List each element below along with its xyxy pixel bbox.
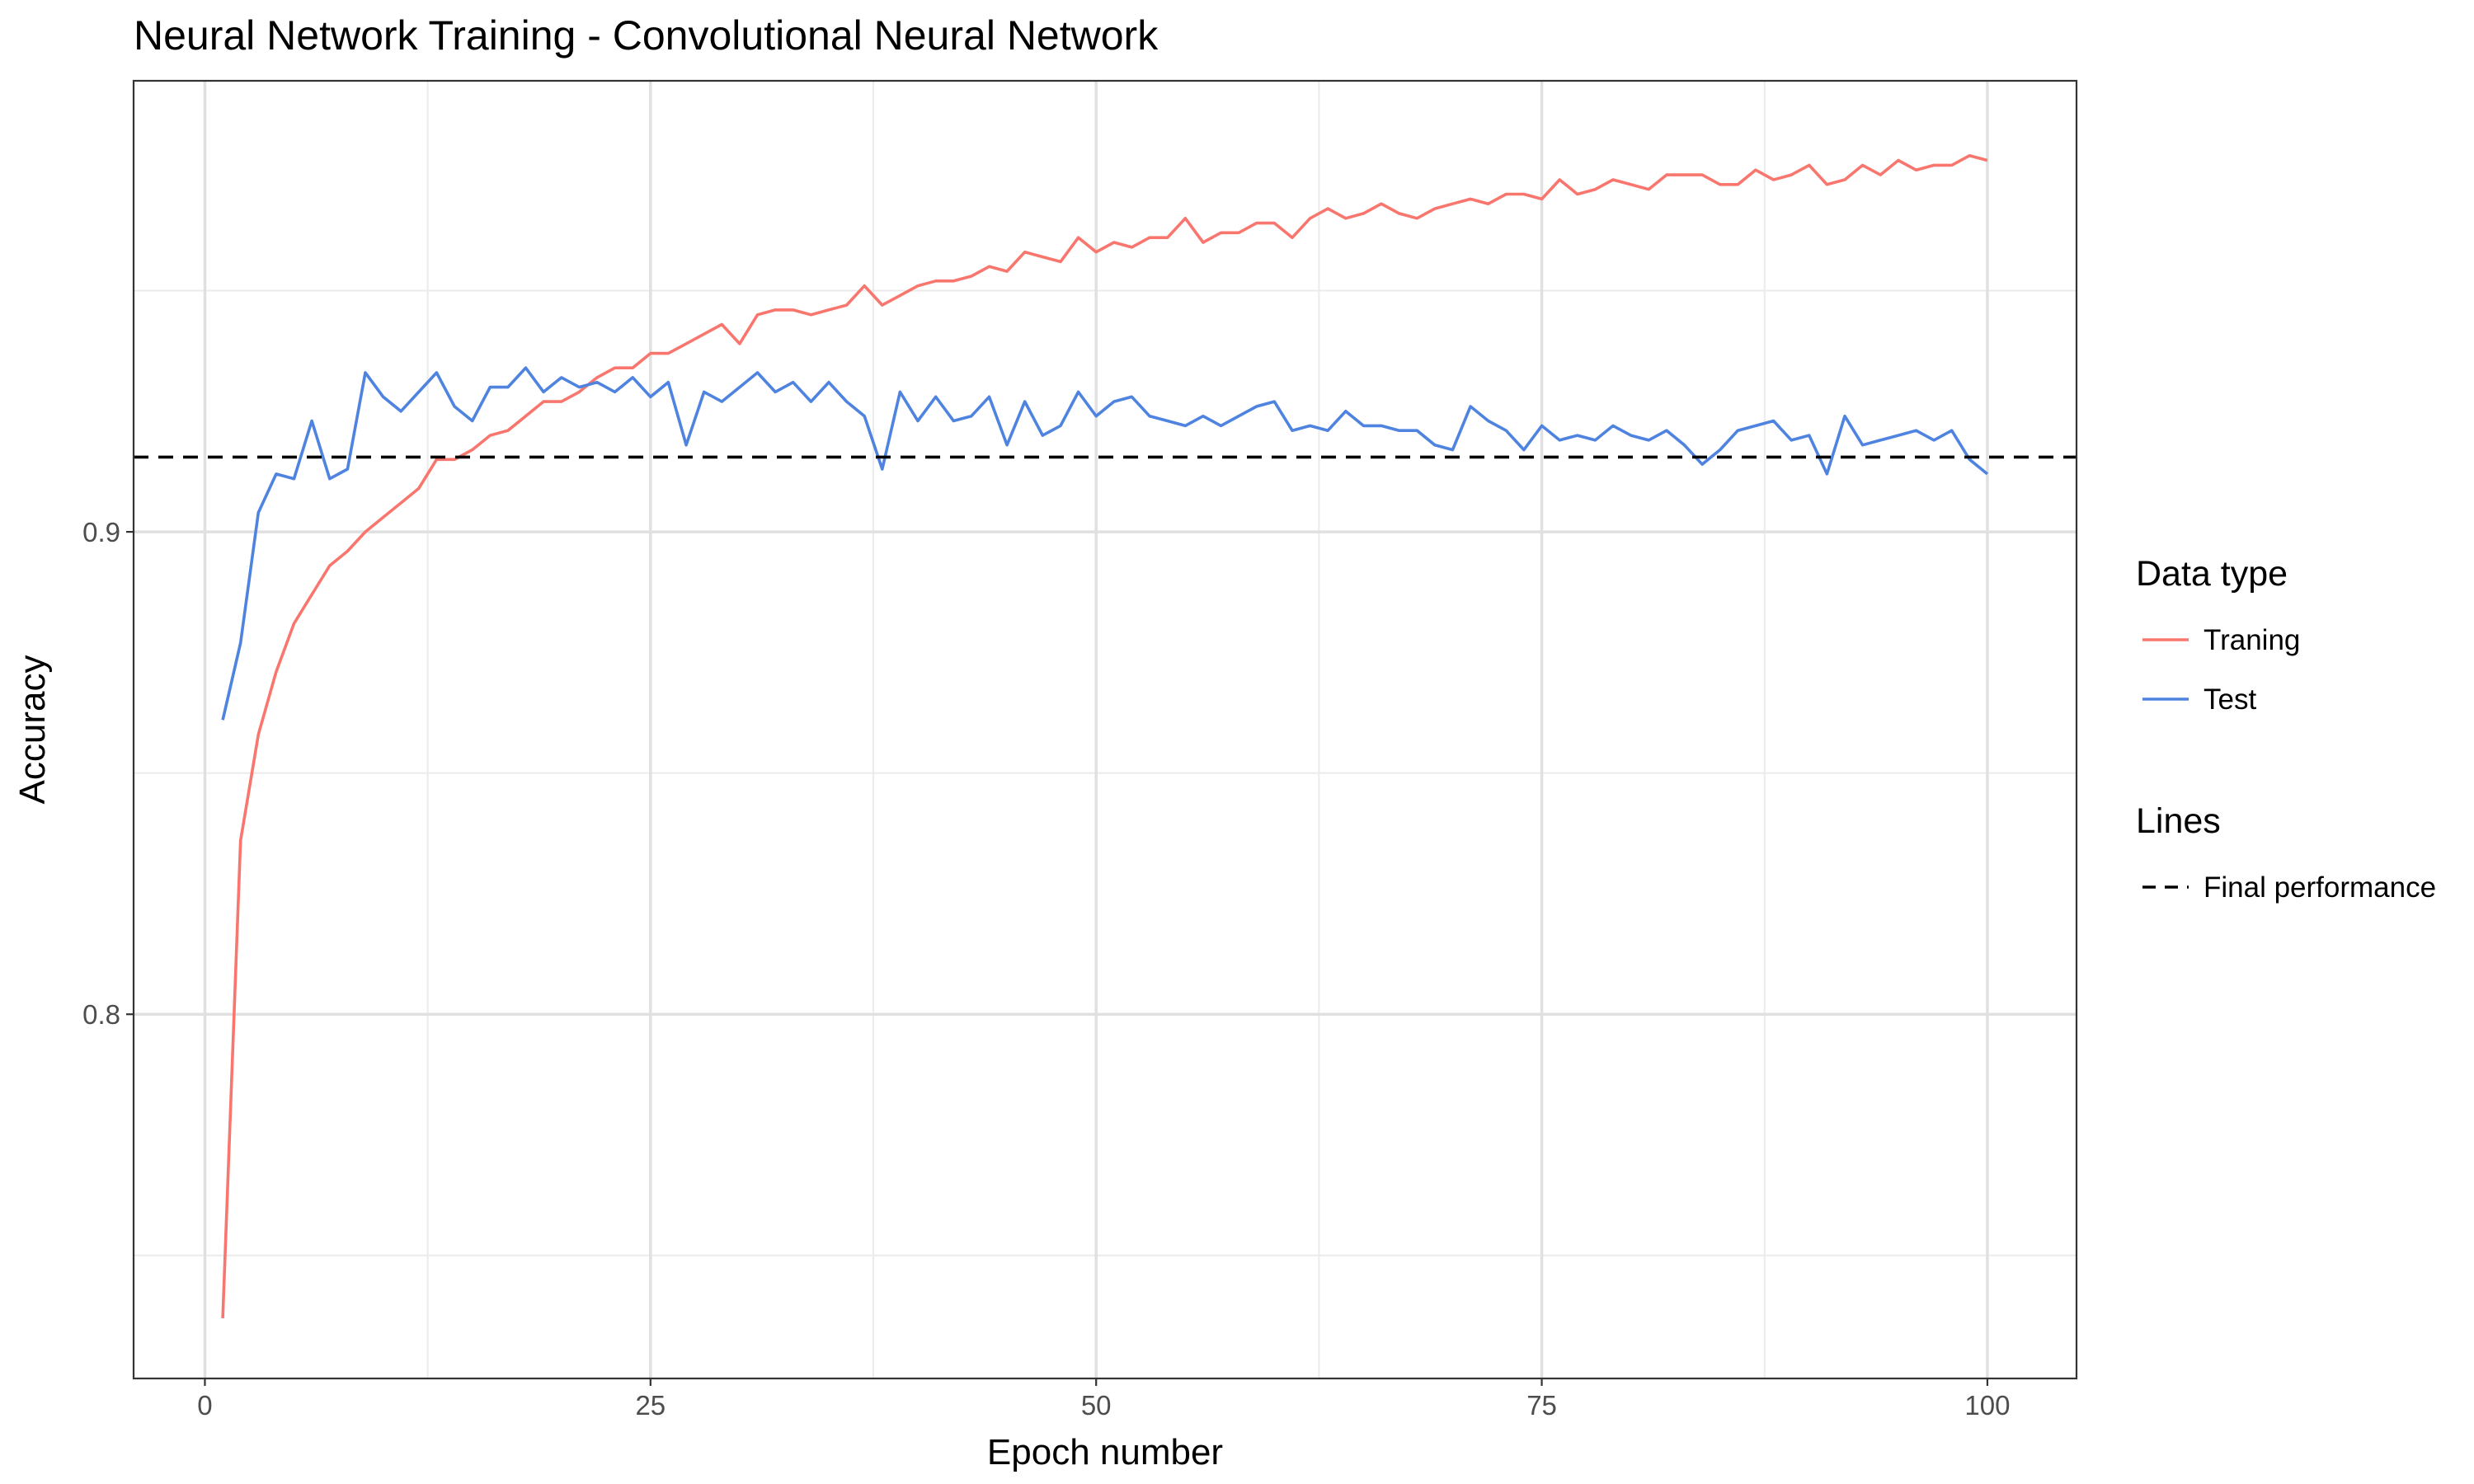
y-tick-label: 0.8 [82, 999, 120, 1030]
x-tick-label: 50 [1081, 1390, 1112, 1421]
x-tick-label: 0 [197, 1390, 212, 1421]
legend-label: Final performance [2204, 871, 2436, 904]
legend: Data type Traning Test Lines Final performan… [2136, 554, 2436, 904]
y-axis: 0.8 0.9 [82, 517, 134, 1030]
x-tick-label: 75 [1526, 1390, 1557, 1421]
plot-background [134, 81, 2077, 1378]
legend-title: Data type [2136, 554, 2288, 594]
plot-border [132, 79, 2078, 1380]
series-layer [221, 153, 1989, 1318]
x-tick-label: 25 [635, 1390, 666, 1421]
series-line-traning [221, 153, 1988, 1318]
x-axis: 0 25 50 75 100 [197, 1378, 2010, 1421]
chart-title: Neural Network Training - Convolutional … [134, 12, 1159, 59]
y-axis-title: Accuracy [12, 655, 53, 805]
legend-label: Test [2204, 683, 2256, 716]
x-axis-title: Epoch number [987, 1432, 1223, 1472]
series-line-test [221, 366, 1989, 721]
legend-label: Traning [2204, 624, 2300, 656]
major-gridlines [134, 81, 2077, 1378]
x-tick-label: 100 [1964, 1390, 2010, 1421]
y-tick-label: 0.9 [82, 517, 120, 547]
legend-title: Lines [2136, 801, 2221, 841]
